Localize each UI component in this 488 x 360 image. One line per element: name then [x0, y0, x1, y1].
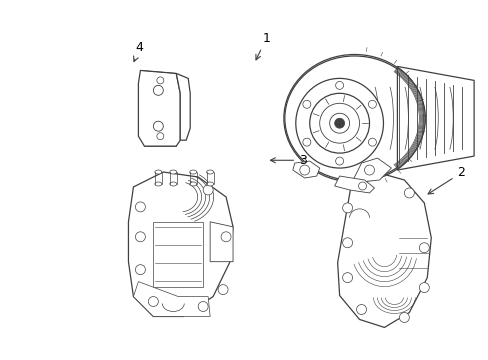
Ellipse shape	[155, 182, 162, 186]
Circle shape	[335, 81, 343, 89]
Circle shape	[358, 182, 366, 190]
Circle shape	[221, 232, 230, 242]
Text: 2: 2	[427, 166, 464, 194]
Circle shape	[198, 302, 208, 311]
Circle shape	[302, 100, 310, 108]
Circle shape	[135, 202, 145, 212]
Circle shape	[342, 273, 352, 283]
Polygon shape	[138, 71, 180, 146]
Text: 1: 1	[255, 32, 270, 60]
Circle shape	[356, 305, 366, 315]
Polygon shape	[176, 73, 190, 140]
Circle shape	[329, 113, 349, 133]
Circle shape	[334, 118, 344, 128]
Circle shape	[399, 312, 408, 323]
Circle shape	[419, 283, 428, 293]
Circle shape	[335, 157, 343, 165]
Circle shape	[135, 232, 145, 242]
Circle shape	[319, 103, 359, 143]
Ellipse shape	[169, 182, 176, 186]
Polygon shape	[153, 222, 203, 287]
Polygon shape	[210, 222, 233, 262]
Polygon shape	[351, 158, 390, 183]
Circle shape	[135, 265, 145, 275]
Circle shape	[364, 165, 374, 175]
Ellipse shape	[295, 78, 383, 168]
Polygon shape	[128, 172, 233, 316]
Circle shape	[342, 203, 352, 213]
Polygon shape	[397, 67, 473, 170]
Circle shape	[309, 93, 369, 153]
Circle shape	[419, 243, 428, 253]
Polygon shape	[292, 161, 319, 178]
Text: 4: 4	[133, 41, 143, 62]
Ellipse shape	[189, 170, 196, 174]
Circle shape	[157, 133, 163, 140]
Polygon shape	[337, 173, 430, 328]
Circle shape	[302, 138, 310, 146]
Ellipse shape	[285, 56, 424, 180]
Circle shape	[404, 188, 413, 198]
Circle shape	[203, 185, 213, 195]
Circle shape	[299, 165, 309, 175]
Circle shape	[218, 285, 227, 294]
Circle shape	[153, 85, 163, 95]
Ellipse shape	[169, 170, 176, 174]
Circle shape	[148, 297, 158, 306]
Ellipse shape	[206, 182, 213, 186]
Ellipse shape	[189, 182, 196, 186]
Circle shape	[157, 77, 163, 84]
Circle shape	[367, 100, 376, 108]
Circle shape	[342, 238, 352, 248]
Ellipse shape	[206, 170, 213, 174]
Polygon shape	[334, 176, 374, 193]
Ellipse shape	[155, 170, 162, 174]
Circle shape	[367, 138, 376, 146]
Polygon shape	[133, 282, 210, 316]
Circle shape	[153, 121, 163, 131]
Text: 3: 3	[270, 154, 306, 167]
